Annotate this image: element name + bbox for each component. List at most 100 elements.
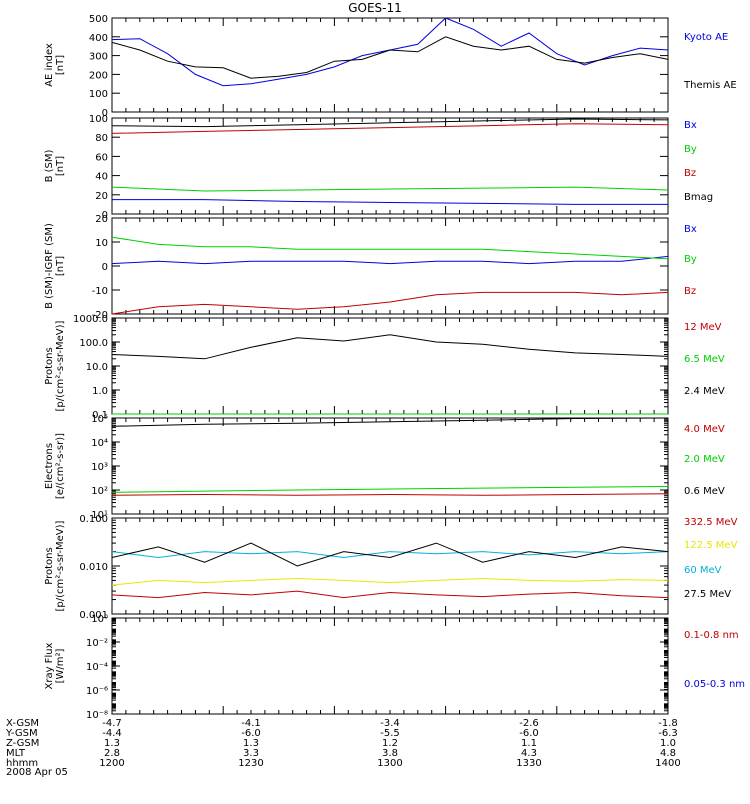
y-axis-label: [p/(cm²-s-sr-MeV)] — [55, 520, 66, 611]
panel-3: -20 -10 0 10 20 B (SM)-IGRF (SM) [nT] Bx By Bz — [44, 214, 697, 321]
series-line-kyoto-ae — [111, 17, 669, 87]
footer-ephemeris: X-GSM -4.7 -4.1 -3.4 -2.6 -1.8 Y-GSM -4.4 -6.0 -5… — [5, 718, 681, 769]
y-tick-label: 0.100 — [79, 514, 108, 525]
footer-value: -4.7 — [102, 718, 122, 729]
y-tick-label: 10⁻² — [86, 638, 108, 649]
legend-label: 2.0 MeV — [684, 454, 725, 465]
footer-row-label: Y-GSM — [5, 728, 38, 739]
y-tick-label: 20 — [95, 214, 108, 225]
footer-value: -2.6 — [519, 718, 539, 729]
footer-value: -3.4 — [380, 718, 400, 729]
footer-value: -6.3 — [658, 728, 678, 739]
footer-value: 1.3 — [104, 738, 120, 749]
panel-frame — [111, 317, 669, 415]
legend-label: 332.5 MeV — [684, 517, 738, 528]
legend-label: 12 MeV — [684, 322, 722, 333]
y-tick-label: 10⁴ — [91, 438, 108, 449]
panel-4: 0.1 1.0 10.0 100.0 1000.0 Protons [p/(cm²-s-sr… — [44, 314, 725, 421]
panel-5: 10¹ 10² 10³ 10⁴ 10⁵ Electrons [e/(cm²-s-sr)] 4.… — [44, 414, 725, 521]
legend-label: 60 MeV — [684, 565, 722, 576]
y-tick-label: 10⁰ — [91, 614, 108, 625]
y-tick-label: 1.0 — [92, 386, 108, 397]
y-axis-label: AE index — [44, 43, 55, 87]
y-tick-label: 400 — [89, 33, 108, 44]
legend-label: 4.0 MeV — [684, 424, 725, 435]
y-tick-label: 100 — [89, 114, 108, 125]
panel-frame — [111, 217, 669, 315]
legend-label: 0.1-0.8 nm — [684, 630, 739, 641]
y-tick-label: 10⁻⁴ — [86, 662, 108, 673]
panel-6: 0.001 0.010 0.100 Protons [p/(cm²-s-sr-MeV)]… — [44, 514, 738, 621]
panel-2: 0 20 40 60 80 100 B (SM) [nT] Bx By Bz Bmag — [44, 114, 713, 221]
date-label: 2008 Apr 05 — [6, 767, 68, 778]
y-axis-label: [e/(cm²-s-sr)] — [55, 433, 66, 499]
footer-value: 3.8 — [382, 748, 398, 759]
series-line-bx — [111, 255, 669, 265]
y-tick-label: 100 — [89, 89, 108, 100]
footer-value: 1200 — [99, 758, 124, 769]
footer-row-label: hhmm — [6, 758, 38, 769]
y-axis-label: Protons — [44, 347, 55, 384]
footer-value: 1300 — [377, 758, 402, 769]
footer-value: 2.8 — [104, 748, 120, 759]
legend-label: 122.5 MeV — [684, 540, 738, 551]
y-tick-label: 300 — [89, 52, 108, 63]
legend-label: By — [684, 144, 697, 155]
footer-value: -1.8 — [658, 718, 678, 729]
legend-label: Bz — [684, 168, 696, 179]
y-tick-label: 80 — [95, 133, 108, 144]
series-line-themis-ae — [111, 36, 669, 79]
series-line-60-mev — [111, 551, 669, 559]
y-axis-label: Electrons — [44, 443, 55, 489]
footer-row-label: Z-GSM — [6, 738, 39, 749]
y-tick-label: 10 — [95, 238, 108, 249]
series-line-bmag — [111, 118, 669, 128]
y-tick-label: 10⁻⁸ — [86, 710, 108, 721]
y-tick-label: 500 — [89, 14, 108, 25]
series-line-27-5-mev — [111, 542, 669, 567]
footer-value: -5.5 — [380, 728, 400, 739]
footer-value: -6.0 — [519, 728, 539, 739]
footer-value: 4.8 — [660, 748, 676, 759]
series-line-2-0-mev — [111, 486, 669, 493]
footer-value: 1.1 — [521, 738, 537, 749]
footer-value: 3.3 — [243, 748, 259, 759]
y-tick-label: 1000.0 — [73, 314, 108, 325]
y-axis-label: Xray Flux — [44, 642, 55, 689]
y-tick-label: 0 — [102, 210, 108, 221]
legend-label: By — [684, 254, 697, 265]
y-axis-label: B (SM)-IGRF (SM) — [44, 223, 55, 309]
y-tick-label: 0 — [102, 108, 108, 119]
plot-title: GOES-11 — [348, 1, 402, 15]
panel-1: 0 100 200 300 400 500 AE index [nT] Kyoto AE Them… — [44, 14, 737, 119]
y-axis-label: [nT] — [55, 55, 66, 75]
series-line-bz — [111, 123, 669, 134]
series-line-122-5-mev — [111, 577, 669, 586]
footer-row-label: X-GSM — [6, 718, 39, 729]
footer-row-label: MLT — [6, 748, 26, 759]
series-line-4-0-mev — [111, 493, 669, 496]
series-line-332-5-mev — [111, 590, 669, 599]
panel-frame — [111, 417, 669, 515]
legend-label: Bx — [684, 224, 697, 235]
y-tick-label: 10³ — [91, 462, 108, 473]
y-tick-label: 0 — [102, 262, 108, 273]
y-tick-label: 200 — [89, 70, 108, 81]
y-axis-label: [nT] — [55, 256, 66, 276]
legend-label: 0.05-0.3 nm — [684, 679, 745, 690]
series-line-bz — [111, 291, 669, 315]
series-line-by — [111, 236, 669, 260]
footer-value: 1400 — [655, 758, 680, 769]
y-axis-label: Protons — [44, 547, 55, 584]
y-axis-label: [nT] — [55, 156, 66, 176]
legend-label: Bz — [684, 286, 696, 297]
y-tick-label: 100.0 — [79, 338, 108, 349]
legend-label: Themis AE — [683, 80, 737, 91]
panel-frame — [111, 617, 669, 715]
y-tick-label: 10⁵ — [91, 414, 108, 425]
legend-label: 0.6 MeV — [684, 486, 725, 497]
y-tick-label: 10⁻⁶ — [86, 686, 108, 697]
footer-value: -4.1 — [241, 718, 261, 729]
